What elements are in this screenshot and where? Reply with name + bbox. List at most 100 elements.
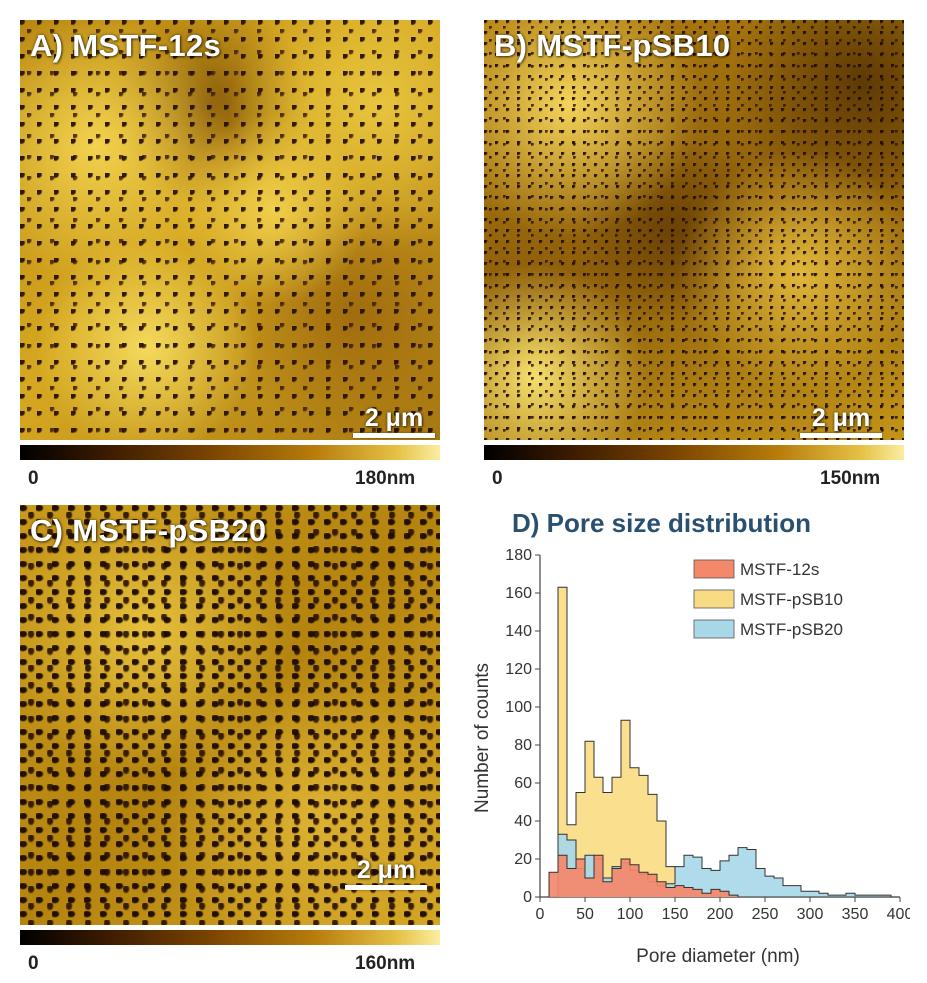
bar-mstf-psb20-320: [828, 895, 837, 897]
colorbar-c: [20, 930, 440, 945]
x-tick-label-0: 0: [536, 906, 545, 923]
legend-label-mstf-psb20: MSTF-pSB20: [740, 620, 843, 639]
x-axis-label: Pore diameter (nm): [636, 946, 800, 967]
y-tick-label-100: 100: [505, 699, 532, 716]
scalebar-a-text: 2 μm: [364, 404, 424, 432]
y-tick-label-0: 0: [523, 889, 532, 906]
bar-mstf-12s-20: [558, 855, 567, 897]
bar-mstf-psb20-230: [747, 849, 756, 897]
bar-mstf-12s-60: [594, 855, 603, 897]
y-axis-label: Number of counts: [472, 663, 493, 813]
bar-mstf-psb10-60: [594, 777, 603, 897]
scalebar-a: 2 μm: [353, 405, 435, 438]
afm-topography-a: [20, 20, 440, 440]
legend-label-mstf-12s: MSTF-12s: [740, 560, 819, 579]
bar-mstf-12s-80: [612, 868, 621, 897]
bar-mstf-psb20-160: [684, 855, 693, 897]
bar-mstf-12s-30: [567, 868, 576, 897]
bar-mstf-psb20-340: [846, 893, 855, 897]
bar-mstf-psb10-40: [576, 792, 585, 897]
bar-mstf-psb10-140: [666, 866, 675, 897]
afm-image-c: C) MSTF-pSB20 2 μm: [20, 505, 440, 925]
bar-mstf-12s-150: [675, 885, 684, 897]
y-tick-label-120: 120: [505, 661, 532, 678]
panel-b-label: B) MSTF-pSB10: [494, 28, 731, 63]
bar-mstf-12s-170: [693, 889, 702, 897]
bar-mstf-12s-50: [585, 878, 594, 897]
bar-mstf-psb10-130: [657, 821, 666, 897]
bar-mstf-12s-90: [621, 859, 630, 897]
afm-image-b: B) MSTF-pSB10 2 μm: [484, 20, 904, 440]
x-tick-label-200: 200: [707, 906, 734, 923]
scalebar-b: 2 μm: [800, 405, 882, 438]
bar-mstf-psb20-50: [585, 855, 594, 897]
y-tick-label-20: 20: [514, 851, 532, 868]
bar-mstf-psb10-80: [612, 777, 621, 897]
x-tick-label-400: 400: [887, 906, 910, 923]
bar-mstf-psb10-50: [585, 741, 594, 897]
x-tick-label-150: 150: [662, 906, 689, 923]
legend-swatch-mstf-psb10: [693, 589, 735, 609]
bar-mstf-12s-100: [630, 864, 639, 897]
outline-mstf-12s: [548, 854, 900, 898]
y-tick-label-80: 80: [514, 737, 532, 754]
bar-mstf-psb10-20: [558, 587, 567, 897]
bar-mstf-12s-160: [684, 887, 693, 897]
bar-mstf-psb10-120: [648, 794, 657, 897]
bar-mstf-psb20-210: [729, 855, 738, 897]
y-tick-label-180: 180: [505, 547, 532, 564]
bar-mstf-12s-130: [657, 881, 666, 897]
x-tick-label-250: 250: [752, 906, 779, 923]
legend-swatch-mstf-psb20: [693, 619, 735, 639]
colorbar-a-max: 180nm: [355, 468, 416, 489]
scalebar-a-line: [353, 433, 435, 438]
bar-mstf-psb10-90: [621, 720, 630, 897]
x-tick-label-50: 50: [576, 906, 594, 923]
bar-mstf-psb10-70: [603, 792, 612, 897]
bar-mstf-psb20-170: [693, 857, 702, 897]
bar-mstf-psb20-180: [702, 868, 711, 897]
bar-mstf-psb20-310: [819, 893, 828, 897]
y-tick-label-60: 60: [514, 775, 532, 792]
bar-mstf-12s-210: [729, 895, 738, 897]
bar-mstf-psb20-260: [774, 878, 783, 897]
colorbar-b-max: 150nm: [820, 468, 881, 489]
scalebar-b-text: 2 μm: [811, 404, 871, 432]
bar-mstf-12s-180: [702, 893, 711, 897]
bar-mstf-psb20-380: [882, 895, 891, 897]
colorbar-c-max: 160nm: [355, 953, 416, 974]
colorbar-c-min: 0: [28, 953, 39, 974]
bar-mstf-psb20-350: [855, 895, 864, 897]
y-tick-label-160: 160: [505, 585, 532, 602]
bar-mstf-psb20-290: [801, 891, 810, 897]
colorbar-b-min: 0: [492, 468, 503, 489]
scalebar-b-line: [800, 433, 882, 438]
scalebar-c: 2 μm: [345, 857, 427, 890]
bar-mstf-psb20-270: [783, 885, 792, 897]
bar-mstf-psb10-110: [639, 775, 648, 897]
bar-mstf-12s-10: [549, 872, 558, 897]
bar-mstf-psb20-300: [810, 891, 819, 897]
y-tick-label-40: 40: [514, 813, 532, 830]
bar-mstf-psb20-370: [873, 895, 882, 897]
x-tick-label-100: 100: [617, 906, 644, 923]
afm-topography-b: [484, 20, 904, 440]
bar-mstf-12s-110: [639, 872, 648, 897]
bar-mstf-psb20-330: [837, 895, 846, 897]
x-tick-label-350: 350: [842, 906, 869, 923]
bar-mstf-psb20-150: [675, 866, 684, 897]
bar-mstf-psb20-280: [792, 885, 801, 897]
colorbar-a: [20, 445, 440, 460]
legend-swatch-mstf-12s: [693, 559, 735, 579]
bar-mstf-12s-190: [711, 889, 720, 897]
afm-image-a: A) MSTF-12s 2 μm: [20, 20, 440, 440]
legend-label-mstf-psb10: MSTF-pSB10: [740, 590, 843, 609]
panel-a-label: A) MSTF-12s: [30, 28, 222, 63]
bar-mstf-12s-140: [666, 887, 675, 897]
colorbar-b: [484, 445, 904, 460]
bar-mstf-12s-200: [720, 891, 729, 897]
colorbar-a-min: 0: [28, 468, 39, 489]
bar-mstf-psb20-250: [765, 876, 774, 897]
bar-mstf-psb20-360: [864, 895, 873, 897]
bar-mstf-psb10-100: [630, 767, 639, 897]
